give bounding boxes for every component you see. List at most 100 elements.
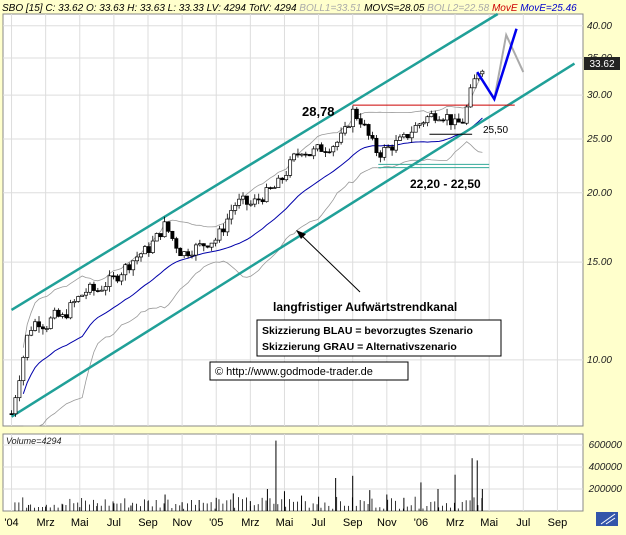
candle-body	[378, 152, 383, 158]
candle-body	[217, 228, 222, 241]
candle-body	[139, 253, 143, 258]
candle-body	[421, 122, 426, 125]
header-field: MovE	[489, 3, 518, 14]
candle-body	[56, 309, 61, 317]
candle-body	[186, 251, 191, 257]
candle-body	[374, 137, 379, 154]
candle-body	[158, 233, 163, 238]
candle-body	[480, 70, 485, 75]
candle-body	[178, 247, 183, 257]
price-tick-label: 30.00	[587, 90, 612, 101]
candle-body	[201, 243, 206, 247]
candle-body	[413, 125, 418, 133]
candle-body	[464, 106, 469, 124]
candle-body	[343, 126, 347, 134]
candle-body	[449, 114, 453, 126]
candle-body	[288, 159, 293, 176]
time-tick-label: Mrz	[446, 517, 464, 529]
time-tick-label: Mai	[71, 517, 89, 529]
candle-body	[327, 151, 332, 154]
candle-body	[417, 123, 422, 126]
candle-body	[13, 397, 18, 415]
candle-body	[433, 113, 438, 121]
candle-body	[268, 187, 273, 189]
candle-body	[339, 132, 344, 143]
candle-body	[64, 314, 69, 319]
header-field: BOLL1=33.51	[297, 3, 362, 14]
candle-body	[460, 121, 465, 124]
candle-body	[99, 289, 104, 292]
candle-body	[146, 246, 151, 253]
candle-body	[84, 291, 89, 296]
moving-average-line	[22, 117, 483, 394]
candle-body	[52, 309, 57, 319]
candle-body	[115, 275, 120, 282]
price-tick-label: 40.00	[587, 21, 612, 32]
header-field: L: 33.33	[165, 3, 204, 14]
candle-body	[299, 153, 304, 156]
time-tick-label: Mrz	[36, 517, 54, 529]
candle-body	[382, 147, 387, 158]
time-tick-label: Sep	[343, 517, 363, 529]
price-grid	[3, 14, 583, 511]
candle-body	[205, 245, 210, 248]
channel-upper-line	[10, 12, 499, 312]
candle-body	[111, 275, 116, 278]
candle-body	[256, 198, 261, 201]
header-line: SBO [15] C: 33.62 O: 33.63 H: 33.63 L: 3…	[2, 3, 577, 14]
header-field: LV: 4294	[204, 3, 247, 14]
volume-tick-label: 600000	[589, 440, 623, 451]
header-field: MOVS=28.05	[361, 3, 425, 14]
candle-body	[142, 246, 147, 255]
candle-body	[437, 119, 442, 122]
candle-body	[394, 140, 398, 151]
candle-body	[60, 314, 65, 317]
header-field: H: 33.63	[124, 3, 165, 14]
source-link[interactable]: © http://www.godmode-trader.de	[215, 366, 373, 378]
candle-body	[233, 205, 238, 211]
candle-body	[150, 240, 155, 253]
annotation-level: 25,50	[483, 125, 508, 136]
candle-body	[284, 175, 289, 181]
candle-body	[197, 243, 202, 246]
candle-body	[398, 136, 402, 141]
candle-body	[468, 87, 473, 108]
header-field: O: 33.63	[83, 3, 125, 14]
channel-lower-line	[10, 62, 576, 418]
header-field: TotV: 4294	[246, 3, 297, 14]
time-tick-label: Nov	[172, 517, 192, 529]
candle-body	[213, 239, 218, 244]
bollinger-upper-line	[22, 74, 483, 348]
legend-box	[256, 319, 502, 357]
candle-body	[319, 144, 324, 152]
time-tick-label: Mai	[480, 517, 498, 529]
candle-body	[323, 151, 328, 153]
candle-body	[362, 123, 367, 126]
candle-body	[88, 283, 92, 293]
time-tick-label: Jul	[312, 517, 326, 529]
candle-body	[25, 334, 30, 358]
header-symbol: SBO [15]	[2, 3, 43, 14]
candle-body	[445, 114, 449, 121]
candle-body	[131, 260, 136, 271]
candle-body	[260, 199, 265, 203]
candle-body	[193, 244, 198, 256]
candle-body	[91, 283, 96, 291]
volume-title: Volume=4294	[6, 436, 61, 446]
candle-body	[280, 177, 285, 181]
volume-tick-label: 200000	[588, 484, 623, 495]
last-price-badge	[584, 57, 620, 70]
candle-body	[390, 146, 395, 151]
candle-body	[182, 251, 187, 257]
candle-body	[37, 321, 41, 328]
price-tick-label: 25.00	[586, 134, 612, 145]
time-tick-label: Sep	[138, 517, 158, 529]
resize-grip-icon[interactable]	[596, 512, 618, 526]
bollinger-lower-line	[23, 141, 483, 427]
candle-body	[135, 256, 140, 262]
channel-arrow-shaft	[297, 231, 361, 293]
time-tick-label: Jul	[107, 517, 121, 529]
candle-body	[127, 264, 132, 271]
